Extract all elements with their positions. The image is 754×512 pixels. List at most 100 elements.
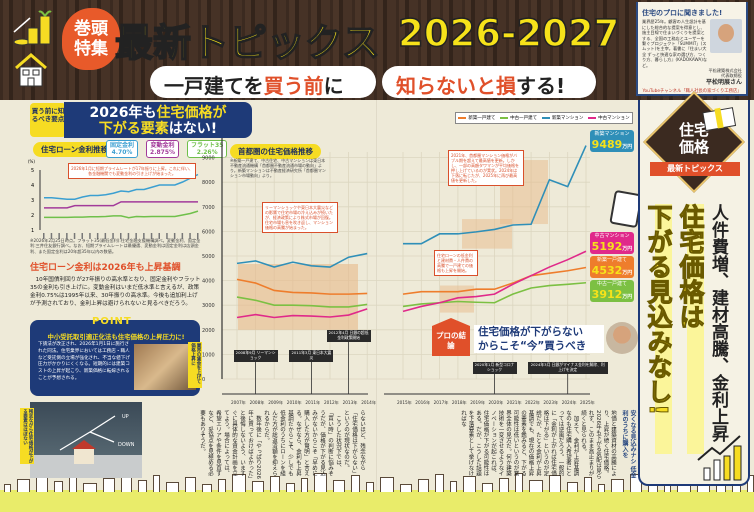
x-tick-label: 2014年 xyxy=(361,399,376,406)
town-building xyxy=(499,478,509,492)
end-label-new-condo: 新築マンション 9489万円 xyxy=(590,130,634,152)
chart-callout-2: 2021年、首都圏マンション価格がバブル期を超えて最高値を更新。しかし、一部の高… xyxy=(448,150,524,186)
town-building xyxy=(184,477,197,492)
town-building xyxy=(217,479,226,492)
town-building xyxy=(350,475,361,492)
rate-callout: 2026年1月に短期プライムレートが17年振りに上昇。これに伴い、各金融機関でも… xyxy=(68,163,196,179)
unit: 万円 xyxy=(622,294,633,300)
x-tick-label: 2012年 xyxy=(324,399,339,406)
conclusion-line: からこそ“今”買うべき xyxy=(478,340,587,352)
y-tick-label: 6000 xyxy=(202,229,215,235)
diamond-text: 住宅価格 xyxy=(678,121,709,156)
conclusion-tag: プロの結論 xyxy=(432,318,470,356)
legend-flat35: フラット35 2.26% xyxy=(187,140,228,158)
town-building xyxy=(566,482,578,492)
end-label-value: 9489 xyxy=(591,138,623,151)
town-building xyxy=(286,483,296,492)
x-tick-mark xyxy=(166,233,168,239)
body-subheading: 安くなる見込みナシ 低金利のうちに購入を xyxy=(621,410,636,479)
town-building xyxy=(69,476,78,492)
x-tick-mark xyxy=(173,233,176,239)
legend-value: 4.70% xyxy=(111,149,133,156)
highlight-area xyxy=(238,264,358,330)
tagline-emphasis: 知らないと損 xyxy=(396,74,516,98)
rate-line-固定金利 xyxy=(44,173,199,200)
legend-name: 固定金利 xyxy=(110,142,135,149)
legend-item: 中古マンション xyxy=(588,115,630,121)
y-tick-label: 9000 xyxy=(202,156,215,162)
rate-chart-title: 住宅ローン金利推移 xyxy=(33,142,117,157)
y-tick-label: 4000 xyxy=(202,279,215,285)
money-stack-icon xyxy=(702,107,737,132)
series-line-新築一戸建て xyxy=(402,266,587,295)
series-line-中古一戸建て xyxy=(402,281,587,308)
y-tick-label: 4 xyxy=(31,183,34,189)
subtitle-post: に xyxy=(323,74,344,98)
x-tick-label: 2015年 xyxy=(397,399,412,406)
subtitle-bubble: 一戸建てを買う前に xyxy=(150,66,376,98)
rate-chart: (%) 1 2 3 4 5 xyxy=(28,159,199,239)
profile-affiliation: 平松建築株式会社 代表取締役 xyxy=(708,68,742,79)
town-building xyxy=(83,483,98,492)
y-tick-label: 7000 xyxy=(202,205,215,211)
end-label-value: 3912 xyxy=(591,288,623,301)
legend-label: 中古一戸建て xyxy=(510,116,538,121)
tagline-bubble: 知らないと損する! xyxy=(382,66,596,98)
x-tick-mark xyxy=(96,233,99,239)
profile-text: 業界歴25年。顧客の人生設計を基にした総合的な提案を得意とし、施主目線で住まいづ… xyxy=(642,19,708,68)
expert-avatar xyxy=(606,322,638,354)
x-tick-mark xyxy=(43,233,45,239)
x-tick-label: 2013年 xyxy=(343,399,358,406)
town-building xyxy=(17,479,31,492)
construction-photo xyxy=(134,344,196,390)
feature-badge: 巻頭特集 xyxy=(62,8,120,70)
x-tick-mark xyxy=(143,233,145,239)
x-tick-mark xyxy=(66,233,68,239)
x-tick-label: 2023年 xyxy=(543,399,558,406)
point-heading: 中小受託取引適正化法も住宅価格の上昇圧力に! xyxy=(47,333,185,341)
footer-strip xyxy=(0,490,754,512)
x-tick-mark xyxy=(197,233,199,239)
point-photo-tag: 業界の賃金を上げて価格上昇に xyxy=(188,342,202,388)
unit: 万円 xyxy=(622,144,633,150)
legend-label: 新築マンション xyxy=(551,116,584,121)
town-building xyxy=(152,475,160,492)
x-tick-mark xyxy=(181,233,184,239)
x-tick-label: 2022年 xyxy=(525,399,540,406)
y-tick-label: 2 xyxy=(31,213,34,219)
town-building xyxy=(462,476,476,492)
up-label: UP xyxy=(122,414,129,420)
x-tick-mark xyxy=(158,233,160,239)
headline-line-1: 人件費増、建材高騰、金利上昇 xyxy=(708,204,728,442)
town-building xyxy=(301,478,309,492)
up-down-arrows-icon: UP DOWN xyxy=(59,414,135,464)
end-label-value: 4532 xyxy=(591,264,623,277)
banner-text: 2026年も xyxy=(89,105,157,121)
wood-header-background xyxy=(0,0,754,102)
town-building xyxy=(103,478,116,492)
x-tick-mark xyxy=(135,233,137,239)
legend-item: 新築一戸建て xyxy=(458,115,495,121)
x-tick-mark xyxy=(50,233,53,239)
legend-value: 2.875% xyxy=(150,149,176,156)
body-text-right: 地価と建築資材の高騰により、上昇が続く住宅価格。2026年も下がる気配は見られず… xyxy=(460,410,616,479)
conclusion-line: 住宅価格が下がらない xyxy=(478,326,583,338)
town-building xyxy=(746,475,754,492)
y-tick-label: 2000 xyxy=(202,328,215,334)
section-heading: 住宅ローン金利は2026年も上昇基調 xyxy=(30,263,181,273)
x-tick-mark xyxy=(58,233,60,239)
town-building xyxy=(400,484,413,492)
end-label-name: 中古一戸建て xyxy=(596,281,627,287)
expert-photo xyxy=(710,19,742,54)
end-label-name: 新築一戸建て xyxy=(596,257,627,263)
headline-line-3: 下がる見込みなし! xyxy=(644,204,674,454)
end-label-used-condo: 中古マンション 5192万円 xyxy=(590,232,634,254)
y-tick-label: 8000 xyxy=(202,180,215,186)
series-line-新築マンション xyxy=(236,252,368,268)
section-banner: 2026年も住宅価格が 下がる要素はない! xyxy=(64,102,252,138)
legend-label: 新築一戸建て xyxy=(468,116,496,121)
ribbon: 最新トピックス xyxy=(650,162,740,176)
profile-name: 平松明展さん xyxy=(705,78,742,86)
x-tick-mark xyxy=(81,233,83,239)
x-tick-label: 2008年 xyxy=(250,399,265,406)
